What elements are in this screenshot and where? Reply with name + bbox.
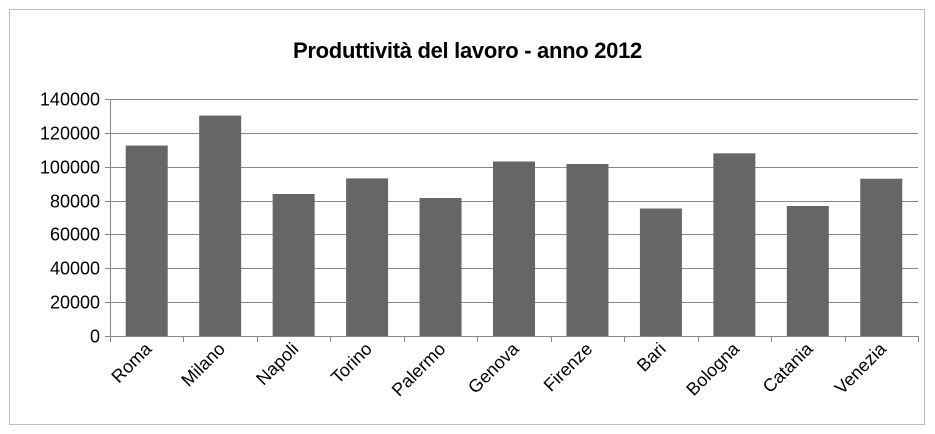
y-axis-tick-labels: 0 20000 40000 60000 80000 100000 120000 140000: [40, 90, 100, 347]
bar-bologna: [713, 153, 756, 336]
y-tick-label: 120000: [40, 124, 100, 144]
bar-firenze: [566, 164, 609, 336]
chart-title: Produttività del lavoro - anno 2012: [293, 38, 642, 63]
x-tick-label: Bologna: [682, 338, 744, 400]
x-tick-label: Catania: [759, 338, 818, 397]
y-tick-label: 20000: [50, 293, 100, 313]
x-tick-label: Torino: [327, 339, 376, 388]
bar-genova: [493, 161, 535, 336]
bars: [125, 115, 903, 336]
y-tick-label: 0: [90, 327, 100, 347]
bar-palermo: [419, 198, 462, 336]
bar-milano: [199, 115, 242, 336]
y-tick-label: 40000: [50, 259, 100, 279]
bar-roma: [125, 145, 168, 336]
bar-bari: [639, 208, 682, 336]
x-tick-label: Palermo: [388, 339, 450, 401]
y-tick-label: 80000: [50, 192, 100, 212]
x-tick-label: Venezia: [831, 338, 891, 398]
x-tick-label: Genova: [464, 338, 523, 397]
bar-catania: [786, 205, 829, 336]
x-tick-label: Napoli: [252, 339, 302, 389]
x-tick-label: Milano: [177, 339, 229, 391]
x-tick-label: Firenze: [540, 339, 597, 396]
y-tick-label: 60000: [50, 225, 100, 245]
bar-venezia: [860, 178, 903, 336]
bar-torino: [346, 178, 389, 336]
y-tick-label: 100000: [40, 158, 100, 178]
x-axis-tick-labels: Roma Milano Napoli Torino Palermo Genova Firen…: [107, 338, 890, 400]
bar-napoli: [272, 193, 315, 336]
axes: [105, 99, 919, 342]
x-tick-label: Bari: [633, 339, 670, 376]
y-tick-label: 140000: [40, 90, 100, 110]
x-tick-label: Roma: [107, 338, 156, 387]
